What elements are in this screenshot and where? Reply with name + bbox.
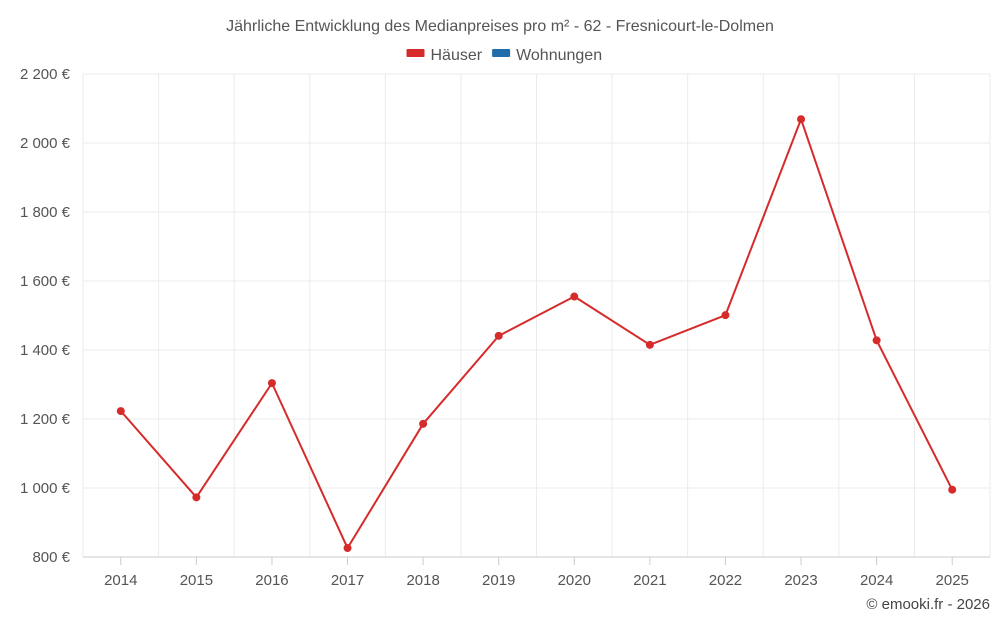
y-tick-label: 1 800 € [20, 204, 71, 221]
legend-label: Häuser [431, 47, 483, 64]
series-layer [116, 115, 957, 553]
data-point[interactable] [116, 407, 125, 416]
legend-swatch [492, 49, 511, 57]
data-point[interactable] [570, 292, 579, 301]
y-tick-label: 1 400 € [20, 342, 71, 359]
legend-item[interactable]: Wohnungen [492, 47, 602, 64]
data-point[interactable] [192, 493, 201, 502]
chart-title: Jährliche Entwicklung des Medianpreises … [226, 18, 774, 35]
x-tick-label: 2023 [784, 572, 817, 589]
x-tick-label: 2022 [709, 572, 742, 589]
data-point[interactable] [419, 419, 428, 428]
x-tick-label: 2015 [180, 572, 213, 589]
data-point[interactable] [645, 340, 654, 349]
y-tick-label: 1 200 € [20, 411, 71, 428]
legend-item[interactable]: Häuser [406, 47, 483, 64]
x-tick-label: 2019 [482, 572, 515, 589]
legend-swatch [406, 49, 425, 57]
data-point[interactable] [494, 331, 503, 340]
legend-label: Wohnungen [516, 47, 602, 64]
legend: Häuser Wohnungen [406, 47, 602, 64]
x-tick-label: 2025 [936, 572, 969, 589]
data-point[interactable] [267, 379, 276, 388]
x-tick-label: 2020 [558, 572, 591, 589]
x-tick-label: 2017 [331, 572, 364, 589]
credit-text: © emooki.fr - 2026 [866, 596, 990, 613]
x-tick-label: 2021 [633, 572, 666, 589]
data-point[interactable] [948, 485, 957, 494]
y-tick-label: 1 600 € [20, 273, 71, 290]
data-point[interactable] [721, 311, 730, 320]
y-tick-label: 1 000 € [20, 480, 71, 497]
data-point[interactable] [872, 336, 881, 345]
y-tick-label: 2 000 € [20, 135, 71, 152]
x-tick-label: 2016 [255, 572, 288, 589]
y-axis: 800 € 1 000 € 1 200 € 1 400 € 1 600 € 1 800 €… [20, 66, 71, 566]
data-point[interactable] [343, 544, 352, 553]
y-tick-label: 800 € [32, 549, 70, 566]
x-tick-label: 2024 [860, 572, 893, 589]
series-line-0 [120, 118, 954, 550]
x-axis: 2014 2015 2016 2017 2018 2019 2020 2021 2022 2023… [83, 556, 990, 589]
y-tick-label: 2 200 € [20, 66, 71, 83]
data-point[interactable] [797, 115, 806, 124]
x-tick-label: 2014 [104, 572, 137, 589]
x-tick-label: 2018 [406, 572, 439, 589]
